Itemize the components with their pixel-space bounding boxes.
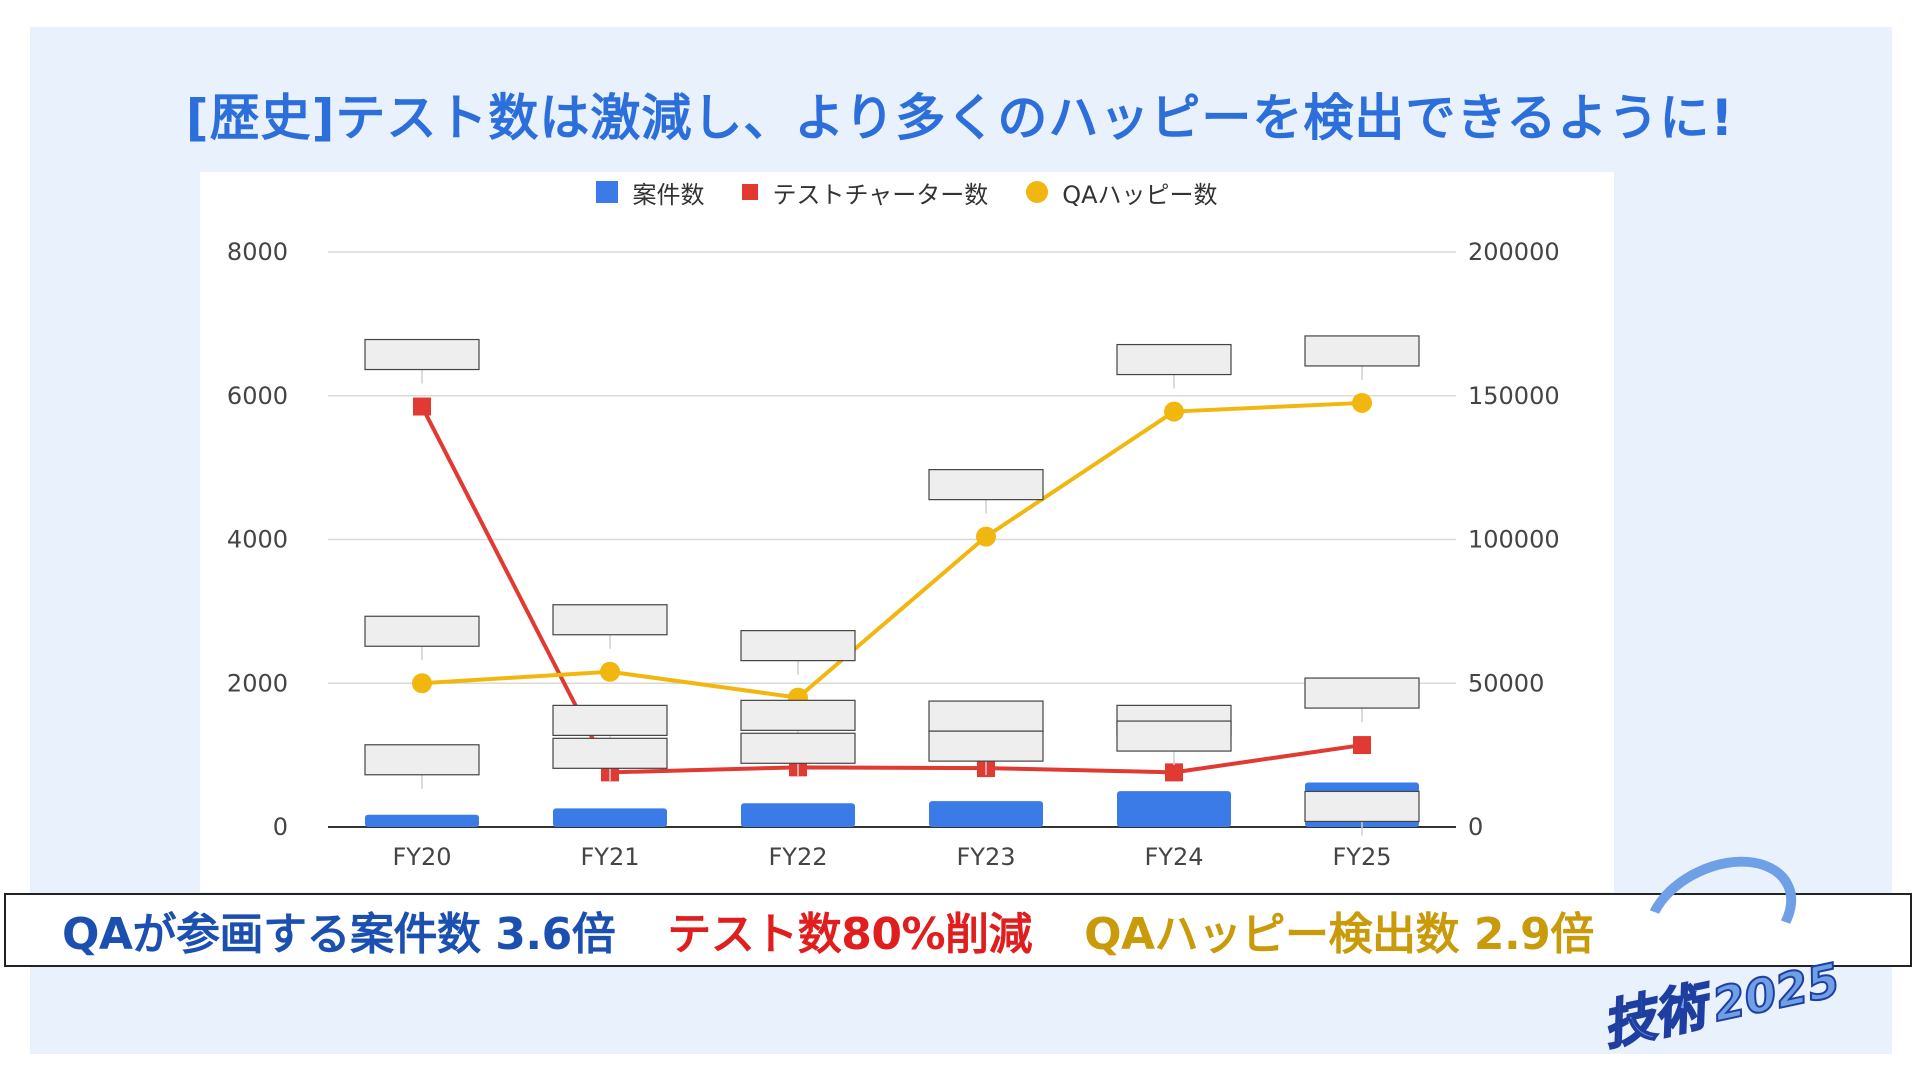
bar-cases xyxy=(365,814,479,827)
right-axis-tick-label: 200000 xyxy=(1468,238,1560,266)
right-axis-tick-label: 50000 xyxy=(1468,669,1544,697)
left-axis-tick-label: 4000 xyxy=(227,526,288,554)
point-happies xyxy=(1164,401,1184,422)
masked-data-label-happies xyxy=(552,604,668,636)
right-axis-tick-label: 100000 xyxy=(1468,526,1560,554)
masked-data-label-happies xyxy=(1304,335,1420,367)
masked-data-label-happies xyxy=(1116,343,1232,376)
x-axis-tick-label: FY24 xyxy=(1144,843,1203,871)
line-happies xyxy=(421,400,1363,700)
point-happies xyxy=(412,673,432,694)
right-axis-tick-label: 0 xyxy=(1468,813,1483,841)
legend-label-charters: テストチャーター数 xyxy=(772,180,989,209)
point-charters xyxy=(1353,736,1371,755)
masked-data-label-happies xyxy=(364,615,480,647)
x-axis-tick-label: FY21 xyxy=(580,843,639,871)
x-axis-tick-label: FY23 xyxy=(956,843,1015,871)
masked-data-label-happies xyxy=(928,469,1044,501)
right-axis-tick-label: 150000 xyxy=(1468,382,1560,410)
chart-legend: 案件数 テストチャーター数 QAハッピー数 xyxy=(200,172,1614,212)
summary-cases: QAが参画する案件数 3.6倍 xyxy=(62,909,616,960)
masked-data-label-cases xyxy=(740,732,856,764)
chart-panel: 0 2000 4000 6000 8000 0 50000 100000 150000 20000… xyxy=(200,172,1614,892)
x-axis-tick-label: FY22 xyxy=(768,843,827,871)
point-charters xyxy=(1165,763,1183,782)
masked-data-label-happies xyxy=(740,630,856,662)
summary-happies: QAハッピー検出数 2.9倍 xyxy=(1084,909,1594,960)
slide-title: [歴史]テスト数は激減し、より多くのハッピーを検出できるように! xyxy=(185,89,1735,147)
legend-item-happies: QAハッピー数 xyxy=(1026,175,1218,210)
x-axis-tick-label: FY20 xyxy=(392,843,451,871)
masked-data-label-charters xyxy=(552,704,668,736)
legend-label-cases: 案件数 xyxy=(632,180,705,209)
point-happies xyxy=(600,661,620,682)
legend-swatch-charters xyxy=(742,184,759,200)
left-axis-tick-label: 2000 xyxy=(227,669,288,697)
bar-cases xyxy=(741,803,855,827)
masked-data-label-charters xyxy=(740,699,856,731)
bar-cases xyxy=(553,808,667,827)
masked-data-label-cases xyxy=(552,737,668,769)
point-charters xyxy=(413,397,431,416)
bar-cases xyxy=(929,801,1043,827)
legend-label-happies: QAハッピー数 xyxy=(1062,180,1218,209)
masked-data-label-charters xyxy=(1304,677,1420,709)
legend-item-charters: テストチャーター数 xyxy=(742,175,988,210)
masked-data-label-cases xyxy=(928,730,1044,762)
legend-swatch-cases xyxy=(596,181,619,203)
summary-box: QAが参画する案件数 3.6倍 テスト数80%削減 QAハッピー検出数 2.9倍 xyxy=(4,893,1912,967)
left-axis-tick-label: 6000 xyxy=(227,382,288,410)
masked-data-label-charters xyxy=(364,338,480,371)
masked-data-label-charters xyxy=(928,700,1044,732)
masked-data-label-cases xyxy=(364,744,480,776)
legend-item-cases: 案件数 xyxy=(596,175,704,210)
masked-data-label-cases xyxy=(1116,720,1232,752)
legend-swatch-happies xyxy=(1026,181,1049,203)
left-axis-tick-label: 8000 xyxy=(227,238,288,266)
left-axis-tick-label: 0 xyxy=(273,813,288,841)
x-axis-tick-label: FY25 xyxy=(1332,843,1391,871)
masked-data-label-cases xyxy=(1304,790,1420,823)
point-happies xyxy=(976,526,996,547)
summary-tests: テスト数80%削減 xyxy=(667,909,1033,960)
point-happies xyxy=(1352,392,1372,413)
combo-chart: 0 2000 4000 6000 8000 0 50000 100000 150000 20000… xyxy=(227,238,1560,871)
bar-cases xyxy=(1117,791,1231,827)
